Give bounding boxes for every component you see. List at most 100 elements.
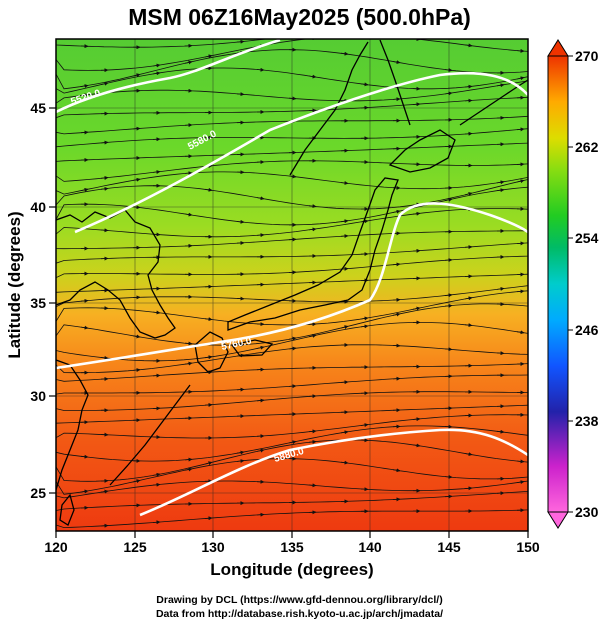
streamline-arrow xyxy=(100,140,109,145)
x-tick-labels: 120 125 130 135 140 145 150 xyxy=(44,539,540,555)
coastlines xyxy=(56,39,528,526)
streamline-arrow xyxy=(360,423,369,428)
streamline xyxy=(56,439,528,482)
streamline-arrow xyxy=(80,93,89,98)
credits-line-2: Data from http://database.rish.kyoto-u.a… xyxy=(155,608,444,620)
contour-line-5520 xyxy=(56,39,281,114)
contour-line-5760 xyxy=(56,202,528,370)
streamline-arrow xyxy=(360,316,369,321)
streamline-arrow xyxy=(516,179,525,184)
streamline-arrow xyxy=(516,330,525,335)
colorbar-label-230: 230 xyxy=(575,504,599,520)
wind-streamlines xyxy=(56,36,528,529)
x-tick-135: 135 xyxy=(280,539,304,555)
streamline-arrow xyxy=(444,474,453,479)
streamline-arrow xyxy=(256,345,265,350)
colorbar-scale xyxy=(547,55,569,513)
streamline-arrow xyxy=(392,60,401,65)
colorbar-label-238: 238 xyxy=(575,413,599,429)
streamline-arrow xyxy=(289,36,296,37)
streamline-arrow xyxy=(392,262,401,267)
x-tick-150: 150 xyxy=(516,539,540,555)
streamline-arrow xyxy=(288,346,297,351)
streamline-arrow xyxy=(288,336,297,341)
y-axis-title: Latitude (degrees) xyxy=(5,211,24,358)
y-tick-35: 35 xyxy=(30,295,46,311)
streamline-arrow xyxy=(80,489,89,494)
streamline xyxy=(56,160,528,182)
streamline-arrow xyxy=(100,355,109,360)
streamline-arrow xyxy=(392,209,401,214)
coastline-korea-china xyxy=(56,209,176,339)
coastline-shikoku xyxy=(230,339,274,357)
streamline-arrow xyxy=(184,467,193,472)
streamline-arrow xyxy=(360,105,369,110)
streamline-arrow xyxy=(256,233,265,238)
streamline-arrow xyxy=(496,286,505,291)
streamline-arrow xyxy=(132,205,141,210)
streamline-arrow xyxy=(444,197,453,202)
streamline-arrow xyxy=(412,102,421,107)
streamline-arrow xyxy=(516,459,525,464)
streamline-arrow xyxy=(444,347,453,352)
streamline xyxy=(56,480,528,499)
streamline xyxy=(56,242,528,264)
streamline xyxy=(56,363,528,382)
streamline-arrow xyxy=(204,54,213,59)
coastline-kuril xyxy=(459,79,528,126)
y-tick-30: 30 xyxy=(30,388,46,404)
streamline-arrow xyxy=(392,97,401,102)
coastline-honshu xyxy=(227,177,399,331)
streamline-arrow xyxy=(464,131,473,136)
streamline-arrow xyxy=(308,333,317,338)
streamline-arrow xyxy=(496,180,505,185)
streamline-arrow xyxy=(132,126,141,131)
x-tick-140: 140 xyxy=(358,539,382,555)
colorbar-top-triangle xyxy=(547,39,569,57)
streamline-arrow xyxy=(308,394,317,399)
streamline-arrow xyxy=(152,520,161,525)
y-tick-45: 45 xyxy=(30,100,46,116)
streamline-arrow xyxy=(152,63,161,68)
streamline-arrow xyxy=(496,188,505,193)
streamline-arrow xyxy=(256,448,265,453)
streamline-arrow xyxy=(516,241,525,246)
streamline-arrow xyxy=(360,324,369,329)
streamline-arrow xyxy=(464,43,473,48)
streamline-arrow xyxy=(464,452,473,457)
x-tick-145: 145 xyxy=(437,539,461,555)
streamline-arrow xyxy=(256,196,265,201)
streamline xyxy=(56,273,528,293)
map-title: MSM 06Z16May2025 (500.0hPa) xyxy=(128,4,471,30)
streamline-arrow xyxy=(184,60,193,65)
streamline-arrow xyxy=(132,177,141,182)
streamline-arrow xyxy=(184,457,193,462)
coastline-sakhalin-russia xyxy=(289,39,411,176)
streamline-arrow xyxy=(152,482,161,487)
streamline-arrow xyxy=(184,361,193,366)
streamline-arrow xyxy=(256,398,265,403)
x-tick-125: 125 xyxy=(123,539,147,555)
streamline xyxy=(56,128,528,148)
colorbar-label-262: 262 xyxy=(575,139,599,155)
streamline-arrow xyxy=(236,92,245,97)
colorbar-label-270: 270 xyxy=(575,48,599,64)
streamline-arrow xyxy=(444,68,453,72)
streamline-arrow xyxy=(236,459,245,463)
streamline xyxy=(56,509,528,529)
y-tick-25: 25 xyxy=(30,485,46,501)
height-contours xyxy=(56,39,528,517)
streamline-arrow xyxy=(464,84,473,89)
streamline-arrow xyxy=(340,219,349,224)
streamline-arrow xyxy=(464,98,473,103)
credits: Drawing by DCL (https://www.gfd-dennou.o… xyxy=(0,593,599,621)
streamline-arrow xyxy=(288,440,297,445)
streamline xyxy=(56,414,528,439)
streamline-arrow xyxy=(80,187,89,192)
streamline-arrow xyxy=(152,71,161,76)
streamline-arrow xyxy=(444,303,453,308)
streamline-arrow xyxy=(392,312,401,317)
streamline-arrow xyxy=(340,51,349,56)
tick-marks xyxy=(49,107,529,538)
